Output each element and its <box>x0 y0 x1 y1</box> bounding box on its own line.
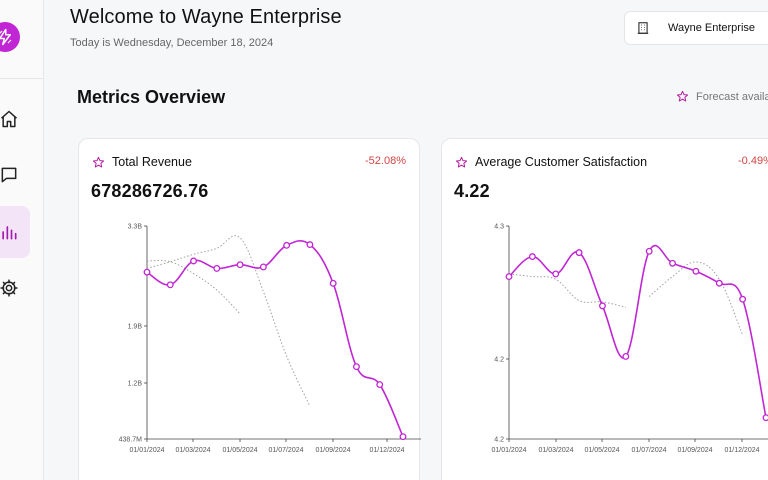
x-tick-label: 01/01/2024 <box>129 447 164 454</box>
x-tick-label: 01/09/2024 <box>315 447 350 454</box>
actual-line <box>508 244 767 418</box>
x-tick-label: 01/07/2024 <box>631 447 666 454</box>
data-point <box>306 241 314 249</box>
revenue-line-chart: 3.3B 1.9B 1.2B 438.7M 01/01/2024 01/03/2024 01… <box>119 224 421 454</box>
sidebar-divider <box>0 78 44 79</box>
sidebar-item-settings[interactable] <box>0 262 30 314</box>
page-subtitle: Today is Wednesday, December 18, 2024 <box>70 37 274 49</box>
data-point <box>505 273 513 281</box>
page-title: Welcome to Wayne Enterprise <box>70 6 342 28</box>
data-point <box>236 261 244 269</box>
data-point <box>575 249 583 257</box>
organization-name: Wayne Enterprise <box>668 22 756 34</box>
forecast-line <box>146 235 311 407</box>
data-point <box>669 259 676 267</box>
data-point <box>353 363 360 371</box>
card-header: Total Revenue <box>92 155 192 169</box>
x-tick-label: 01/07/2024 <box>268 447 303 454</box>
card-value: 678286726.76 <box>91 181 209 201</box>
forecast-toggle[interactable]: Forecast availa <box>676 90 768 103</box>
chat-icon <box>1 167 17 183</box>
card-title: Average Customer Satisfaction <box>475 155 648 169</box>
data-point <box>528 253 536 261</box>
data-point <box>259 263 267 271</box>
lightning-logo[interactable] <box>0 22 20 52</box>
lightning-icon <box>0 28 12 46</box>
bar-chart-icon <box>2 226 17 240</box>
data-point <box>762 414 768 422</box>
card-title: Total Revenue <box>112 155 192 169</box>
sidebar-item-home[interactable] <box>0 93 30 145</box>
x-tick-label: 01/03/2024 <box>175 447 210 454</box>
data-point <box>739 295 747 303</box>
card-value: 4.22 <box>454 181 490 201</box>
forecast-line <box>146 260 241 315</box>
data-point <box>399 433 407 441</box>
y-tick-label: 3.3B <box>128 224 143 231</box>
y-tick-label: 1.9B <box>128 324 143 331</box>
x-tick-label: 01/12/2024 <box>369 447 404 454</box>
x-tick-label: 01/09/2024 <box>677 447 712 454</box>
data-point <box>376 381 384 389</box>
x-tick-label: 01/12/2024 <box>724 447 759 454</box>
data-point <box>552 270 560 278</box>
data-point <box>213 264 221 272</box>
data-point <box>599 302 606 310</box>
actual-line <box>146 239 404 437</box>
data-point <box>283 241 291 249</box>
data-point <box>166 281 174 289</box>
card-header: Average Customer Satisfaction <box>455 155 647 169</box>
sidebar-item-chat[interactable] <box>0 149 30 201</box>
star-icon[interactable] <box>92 156 105 169</box>
y-tick-label: 4.2 <box>494 437 504 444</box>
forecast-line <box>508 273 626 308</box>
x-tick-label: 01/05/2024 <box>222 447 257 454</box>
home-icon <box>1 110 17 128</box>
sidebar <box>0 0 44 480</box>
y-tick-label: 438.7M <box>119 437 143 444</box>
metrics-overview-title: Metrics Overview <box>77 87 226 107</box>
metric-card-customer-satisfaction: Average Customer Satisfaction -0.49% 4.2… <box>441 138 768 480</box>
y-tick-label: 1.2B <box>128 381 143 388</box>
building-icon <box>636 21 650 35</box>
star-icon[interactable] <box>455 156 468 169</box>
organization-selector-button[interactable]: Wayne Enterprise <box>624 11 768 45</box>
metric-card-total-revenue: Total Revenue -52.08% 678286726.76 3.3B 1… <box>78 138 421 480</box>
gear-icon <box>0 279 18 297</box>
data-point <box>715 279 723 287</box>
x-tick-label: 01/03/2024 <box>538 447 573 454</box>
y-tick-label: 4.2 <box>494 357 504 364</box>
x-tick-label: 01/05/2024 <box>584 447 619 454</box>
sidebar-item-analytics[interactable] <box>0 206 30 258</box>
satisfaction-line-chart: 4.3 4.2 4.2 01/01/2024 01/03/2024 01/05/2024 0… <box>491 224 768 454</box>
data-point <box>645 247 653 255</box>
data-point <box>692 267 700 275</box>
data-point <box>329 279 337 287</box>
data-point <box>622 353 630 360</box>
card-change-badge: -52.08% <box>365 155 406 167</box>
card-change-badge: -0.49% <box>738 155 768 167</box>
forecast-label: Forecast availa <box>696 90 768 103</box>
star-icon <box>676 90 689 102</box>
data-point <box>143 268 151 276</box>
y-tick-label: 4.3 <box>494 224 504 231</box>
data-point <box>190 257 197 265</box>
x-tick-label: 01/01/2024 <box>491 447 526 454</box>
